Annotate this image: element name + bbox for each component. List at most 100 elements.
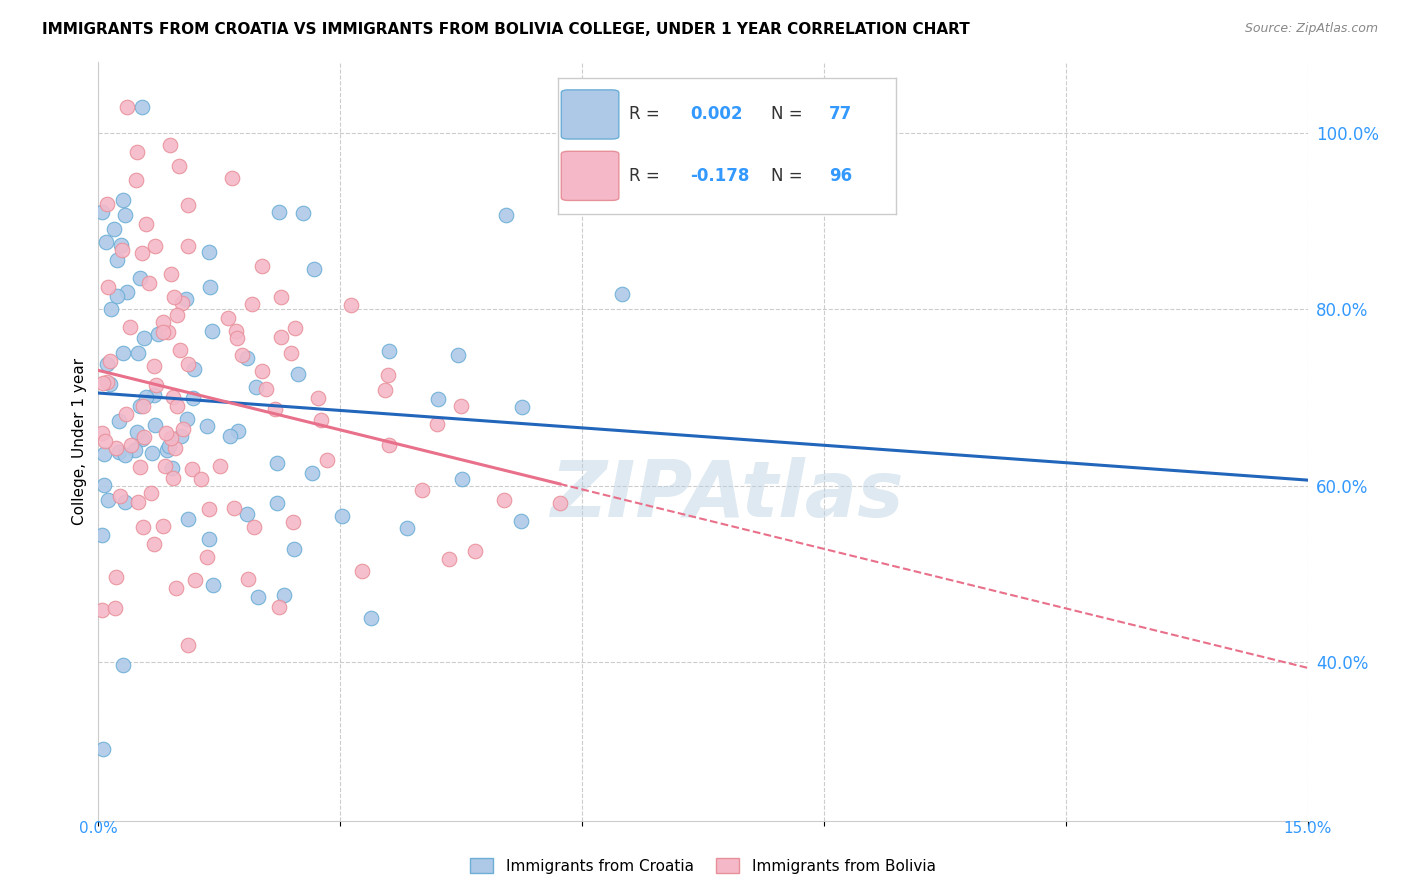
Point <box>270 289 292 303</box>
Point <box>91 742 114 756</box>
Point <box>115 407 138 421</box>
Point <box>176 412 198 426</box>
Point <box>162 290 184 304</box>
Point <box>221 170 243 185</box>
Point <box>195 418 218 433</box>
Point <box>287 367 309 381</box>
Point <box>143 239 166 253</box>
Point <box>114 448 136 462</box>
Point <box>236 572 259 586</box>
Point <box>97 493 120 508</box>
Point <box>218 428 240 442</box>
Point <box>104 600 127 615</box>
Point <box>114 208 136 222</box>
Point <box>170 429 193 443</box>
Point <box>127 494 149 508</box>
Point <box>243 519 266 533</box>
Point <box>156 443 179 458</box>
Point <box>309 413 332 427</box>
Y-axis label: College, Under 1 year: College, Under 1 year <box>72 358 87 525</box>
Point <box>201 578 224 592</box>
Point <box>273 588 295 602</box>
Point <box>142 536 165 550</box>
Point <box>198 280 221 294</box>
Point <box>160 267 183 281</box>
Point <box>267 204 290 219</box>
Point <box>98 354 121 368</box>
Point <box>280 346 302 360</box>
Point <box>283 542 305 557</box>
Point <box>181 392 204 406</box>
Point <box>127 145 149 159</box>
Point <box>267 600 290 615</box>
Point <box>307 391 329 405</box>
Point <box>120 438 142 452</box>
Point <box>509 515 531 529</box>
Point <box>172 295 194 310</box>
Point <box>141 446 163 460</box>
Point <box>270 330 292 344</box>
Point <box>129 271 152 285</box>
Point <box>98 377 121 392</box>
Point <box>224 500 246 515</box>
Point <box>330 508 353 523</box>
Point <box>177 638 200 652</box>
Point <box>93 376 115 391</box>
Point <box>125 173 148 187</box>
Point <box>450 399 472 413</box>
Point <box>111 346 134 360</box>
Point <box>236 351 259 366</box>
Point <box>612 287 634 301</box>
Point <box>111 193 134 207</box>
Point <box>177 512 200 526</box>
Point <box>447 348 470 362</box>
Point <box>142 388 165 402</box>
Point <box>114 495 136 509</box>
Point <box>250 364 273 378</box>
Point <box>132 519 155 533</box>
Point <box>378 438 401 452</box>
Point <box>159 137 181 152</box>
Point <box>451 472 474 486</box>
Point <box>128 460 150 475</box>
Point <box>143 359 166 374</box>
Point <box>132 430 155 444</box>
Point <box>91 425 114 440</box>
Point <box>125 425 148 439</box>
Text: IMMIGRANTS FROM CROATIA VS IMMIGRANTS FROM BOLIVIA COLLEGE, UNDER 1 YEAR CORRELA: IMMIGRANTS FROM CROATIA VS IMMIGRANTS FR… <box>42 22 970 37</box>
Point <box>209 459 232 474</box>
Point <box>374 383 396 397</box>
Point <box>129 399 152 413</box>
Point <box>226 331 249 345</box>
Point <box>146 327 169 342</box>
Point <box>110 237 132 252</box>
Point <box>266 496 288 510</box>
Point <box>120 319 142 334</box>
Point <box>197 533 219 547</box>
Point <box>266 456 288 470</box>
Point <box>105 252 128 267</box>
Legend: Immigrants from Croatia, Immigrants from Bolivia: Immigrants from Croatia, Immigrants from… <box>464 852 942 880</box>
Point <box>117 99 139 113</box>
Point <box>395 521 418 535</box>
Point <box>165 581 187 595</box>
Point <box>183 362 205 376</box>
Point <box>284 321 307 335</box>
Point <box>96 375 118 389</box>
Point <box>225 324 247 338</box>
Point <box>124 442 146 457</box>
Point <box>145 378 167 392</box>
Point <box>166 399 188 413</box>
Point <box>377 368 399 382</box>
Point <box>160 431 183 445</box>
Point <box>110 489 132 503</box>
Point <box>94 235 117 249</box>
Point <box>495 208 517 222</box>
Point <box>315 453 337 467</box>
Point <box>160 461 183 475</box>
Point <box>510 400 533 414</box>
Point <box>183 574 205 588</box>
Point <box>174 292 197 306</box>
Point <box>426 417 449 432</box>
Point <box>91 528 114 542</box>
